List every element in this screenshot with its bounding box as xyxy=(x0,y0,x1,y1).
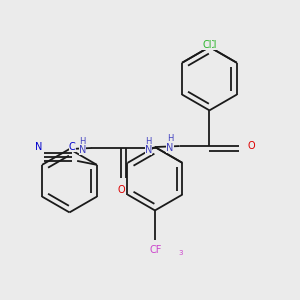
Text: N: N xyxy=(35,142,42,152)
Text: O: O xyxy=(117,184,125,195)
Text: N: N xyxy=(79,145,86,155)
Text: N: N xyxy=(145,145,152,155)
Text: Cl: Cl xyxy=(202,40,212,50)
Text: Cl: Cl xyxy=(207,40,217,50)
Text: CF: CF xyxy=(150,245,162,255)
Text: H: H xyxy=(79,136,85,146)
Text: N: N xyxy=(166,143,173,153)
Text: C: C xyxy=(69,142,76,152)
Text: H: H xyxy=(146,136,152,146)
Text: 3: 3 xyxy=(178,250,183,256)
Text: O: O xyxy=(247,141,255,151)
Text: H: H xyxy=(167,134,173,142)
